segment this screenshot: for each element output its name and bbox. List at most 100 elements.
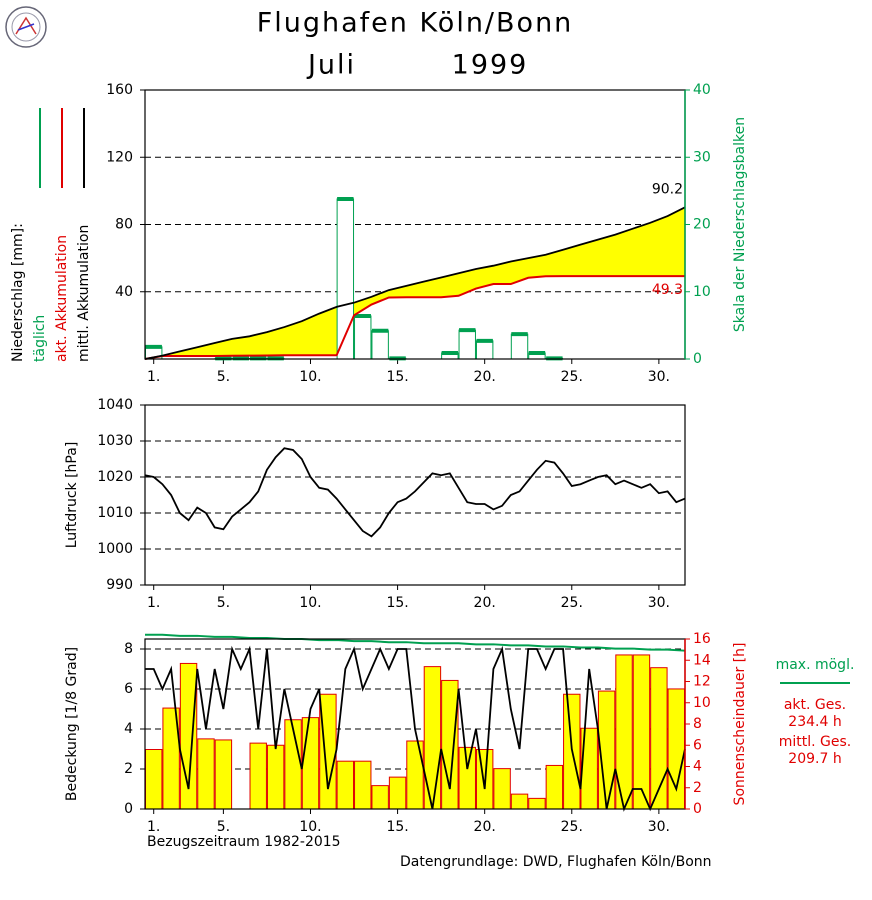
bar [458,746,476,810]
y-tick-label: 0 [124,801,133,817]
y-tick-label: 8 [124,641,133,657]
annotation: akt. Ges. [784,697,846,713]
y2-tick-label: 2 [693,780,702,796]
bar [145,749,163,810]
x-tick-label: 30. [648,369,670,385]
y2-tick-label: 16 [693,631,711,647]
x-tick-label: 1. [147,369,160,385]
y2-tick-label: 10 [693,284,711,300]
y-tick-label: 80 [115,217,133,233]
x-tick-label: 20. [474,595,496,611]
y2-tick-label: 0 [693,801,702,817]
bar [249,742,267,810]
line [145,645,686,812]
y-tick-label: 1000 [97,541,133,557]
line [144,447,686,538]
x-tick-label: 20. [474,819,496,835]
x-tick-label: 25. [561,819,583,835]
legend-label: max. mögl. [776,657,855,673]
bar [510,333,529,360]
y2-tick-label: 10 [693,695,711,711]
bar [423,666,442,810]
x-tick-label: 10. [299,369,321,385]
y2-tick-label: 30 [693,149,711,165]
x-tick-label: 10. [299,819,321,835]
x-tick-label: 15. [386,595,408,611]
x-tick-label: 1. [147,819,160,835]
bar [336,760,355,810]
end-label: 90.2 [652,181,683,197]
plot-frame [144,404,686,586]
x-tick-label: 15. [386,819,408,835]
x-tick-label: 5. [217,819,230,835]
y-tick-label: 990 [106,577,133,593]
x-tick-label: 20. [474,369,496,385]
y2-axis-label: Skala der Niederschlagsbalken [732,117,748,332]
y2-tick-label: 0 [693,351,702,367]
y-axis-label: Bedeckung [1/8 Grad] [64,647,80,801]
legend-label: akt. Akkumulation [54,235,70,362]
bar [545,764,564,810]
y-tick-label: 4 [124,721,133,737]
annotation: mittl. Ges. [779,734,852,750]
legend-label: täglich [32,315,48,362]
bar [197,738,215,810]
y-axis-label: Luftdruck [hPa] [64,442,80,549]
month: Juli [306,50,356,81]
x-tick-label: 30. [648,595,670,611]
x-tick-label: 25. [561,595,583,611]
x-tick-label: 10. [299,595,321,611]
y2-tick-label: 4 [693,759,702,775]
y-tick-label: 2 [124,761,133,777]
footer-source: Datengrundlage: DWD, Flughafen Köln/Bonn [400,854,712,870]
bar [354,315,372,360]
bar [266,744,285,810]
y2-tick-label: 40 [693,82,711,98]
y-tick-label: 1010 [97,505,133,521]
y2-axis-label: Sonnenscheindauer [h] [732,643,748,806]
legend-title: Niederschlag [mm]: [10,223,26,362]
bar [528,797,546,810]
line [145,633,686,652]
x-tick-label: 15. [386,369,408,385]
y2-tick-label: 6 [693,737,702,753]
bar [632,654,651,810]
x-tick-label: 30. [648,819,670,835]
x-tick-label: 5. [217,369,230,385]
annotation: 209.7 h [788,751,841,767]
x-tick-label: 5. [217,595,230,611]
bar [354,760,372,810]
bar [301,717,320,810]
bar [493,768,511,810]
y2-tick-label: 12 [693,674,711,690]
line [144,275,685,360]
bar [371,785,389,810]
plot-area [145,405,685,585]
legend-label: mittl. Akkumulation [76,225,92,362]
y-tick-label: 1020 [97,469,133,485]
x-tick-label: 25. [561,369,583,385]
y-tick-label: 120 [106,149,133,165]
bar [458,329,476,360]
y-tick-label: 1040 [97,397,133,413]
bar [214,739,233,810]
chart-title: Flughafen Köln/Bonn [257,8,574,39]
bar [388,776,407,810]
bar [441,679,459,810]
y-tick-label: 160 [106,82,133,98]
y-tick-label: 40 [115,284,133,300]
y2-tick-label: 20 [693,217,711,233]
footer-period: Bezugszeitraum 1982-2015 [147,834,341,850]
bar [475,340,494,360]
bar [510,793,529,810]
logo [5,6,47,48]
annotation: 234.4 h [788,714,841,730]
y2-tick-label: 8 [693,716,702,732]
y2-tick-label: 14 [693,652,711,668]
end-label: 49.3 [652,282,683,298]
y-tick-label: 1030 [97,433,133,449]
bar [371,330,389,360]
line [144,206,686,360]
